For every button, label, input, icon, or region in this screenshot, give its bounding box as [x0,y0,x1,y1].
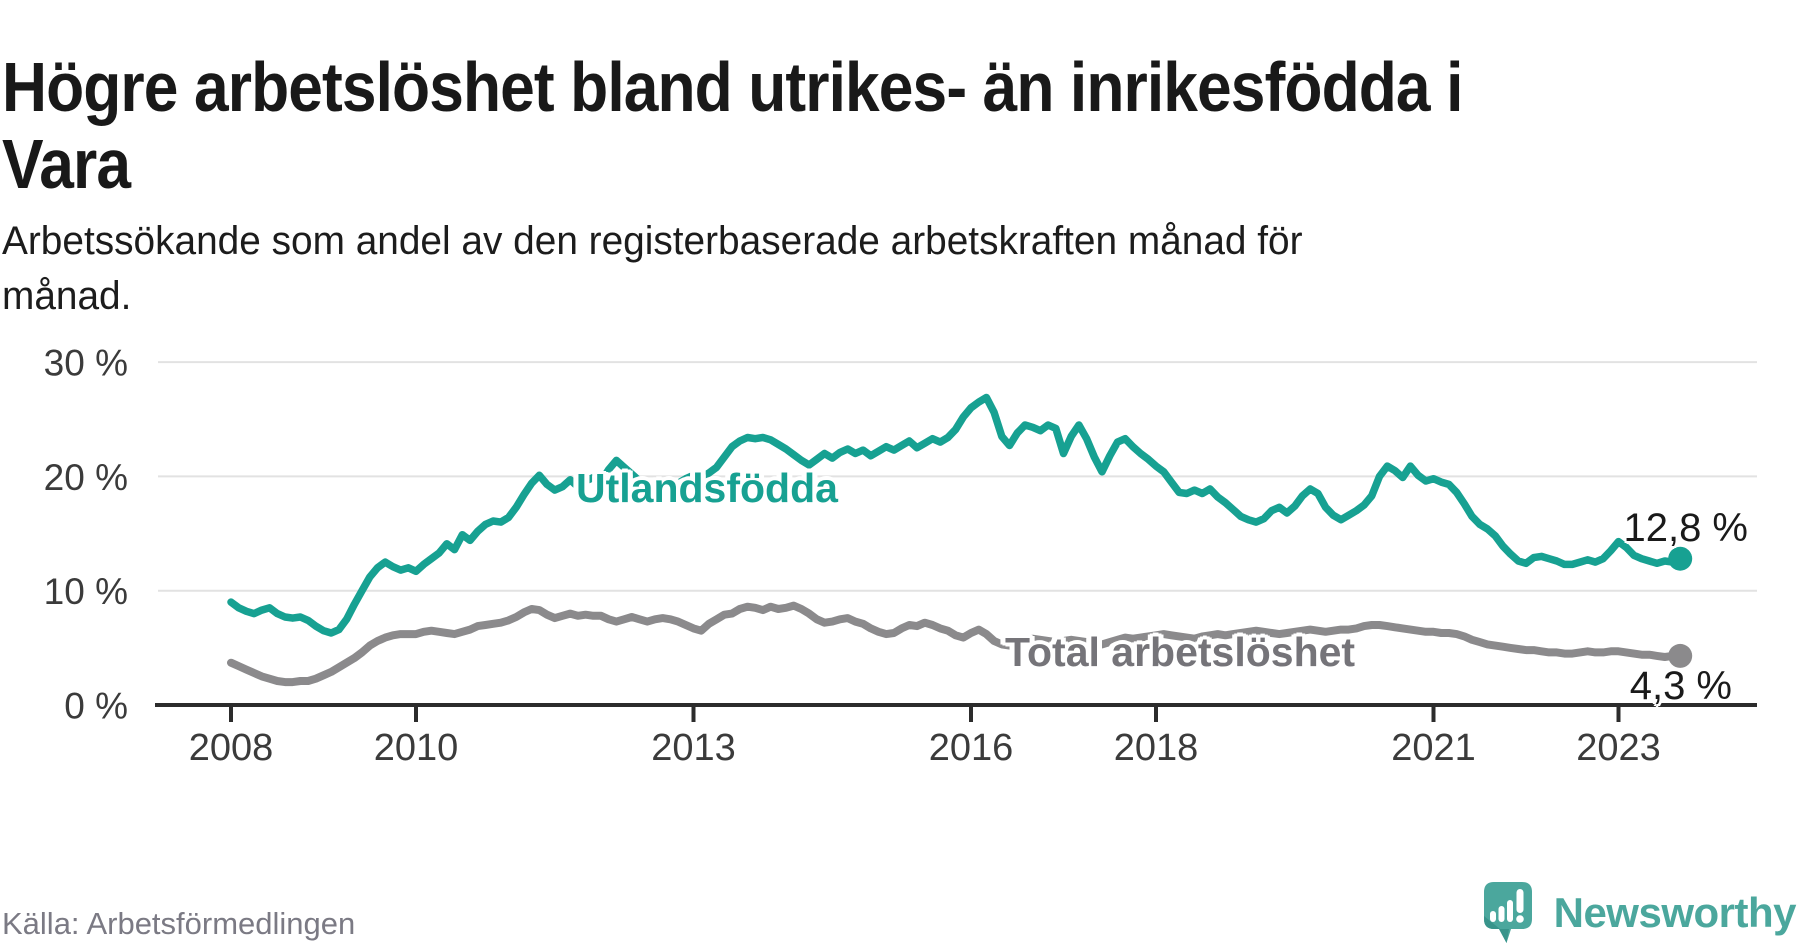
x-tick-label: 2021 [1391,727,1476,769]
x-tick-label: 2008 [189,727,274,769]
brand-lockup: Newsworthy [1480,878,1800,948]
end-value-label-utlandsfodda: 12,8 % [1623,506,1748,550]
x-tick-label: 2016 [929,727,1014,769]
page-title: Högre arbetslöshet bland utrikes- än inr… [2,47,1515,203]
series-end-dot-total [1668,643,1693,668]
brand-name: Newsworthy [1553,889,1797,936]
y-tick-label: 30 % [44,343,128,384]
subtitle-line-2: månad. [2,274,132,318]
x-tick-label: 2013 [651,727,736,769]
x-tick-label: 2018 [1114,727,1199,769]
y-tick-label: 20 % [44,457,128,498]
x-tick-label: 2023 [1576,727,1661,769]
subtitle-line-1: Arbetssökande som andel av den registerb… [2,219,1303,263]
series-label-total-arbetsloshet: Total arbetslöshet [1005,629,1356,675]
x-tick-label: 2010 [374,727,459,769]
series-line-total [227,601,1685,687]
title-line-1: Högre arbetslöshet bland utrikes- än inr… [2,47,1463,126]
end-value-label-total: 4,3 % [1629,664,1732,708]
y-tick-label: 0 % [64,686,128,727]
source-note: Källa: Arbetsförmedlingen [2,906,356,941]
series-line-utlandsfodda [227,393,1684,637]
y-tick-label: 10 % [44,571,128,612]
newsworthy-logo-icon [1483,882,1532,943]
series-end-dot-utlandsfodda [1668,546,1693,571]
series-label-utlandsfodda: Utlandsfödda [576,465,838,511]
chart-subtitle: Arbetssökande som andel av den registerb… [2,214,1496,324]
title-line-2: Vara [2,124,131,203]
